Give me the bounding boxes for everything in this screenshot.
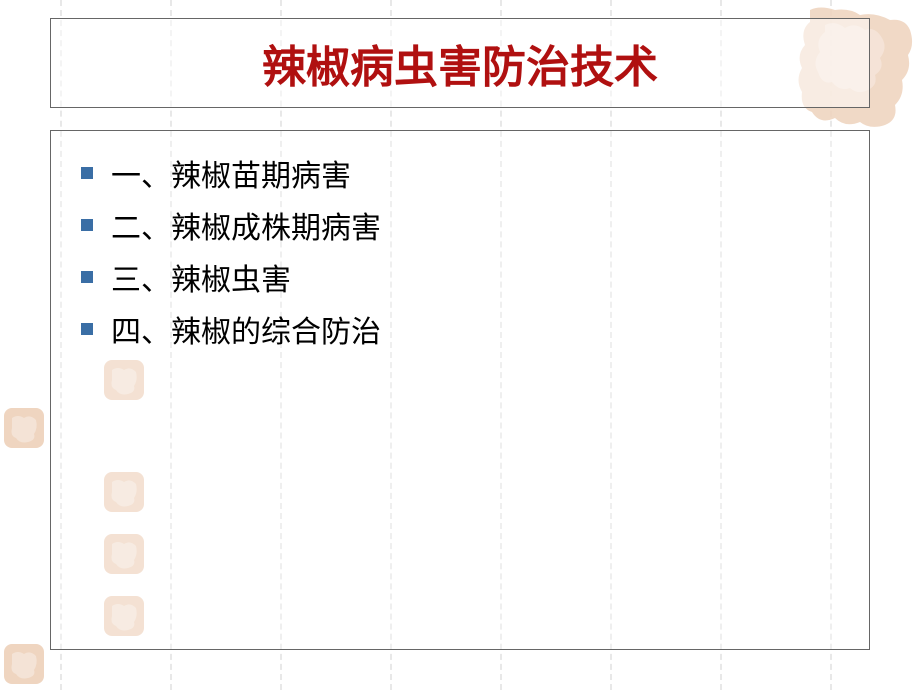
list-item: 三、辣椒虫害: [81, 255, 839, 299]
item-text: 三、辣椒虫害: [111, 255, 291, 299]
item-text: 二、辣椒成株期病害: [111, 203, 381, 247]
list-item: 四、辣椒的综合防治: [81, 307, 839, 351]
bullet-icon: [81, 271, 93, 283]
item-text: 一、辣椒苗期病害: [111, 151, 351, 195]
list-item: 一、辣椒苗期病害: [81, 151, 839, 195]
title-container: 辣椒病虫害防治技术: [50, 18, 870, 108]
bullet-icon: [81, 167, 93, 179]
decorative-stamp-icon: [0, 404, 48, 452]
decorative-stamp-icon: [0, 640, 48, 688]
item-text: 四、辣椒的综合防治: [111, 307, 381, 351]
bullet-icon: [81, 323, 93, 335]
list-item: 二、辣椒成株期病害: [81, 203, 839, 247]
slide-title: 辣椒病虫害防治技术: [262, 31, 658, 95]
content-container: 一、辣椒苗期病害 二、辣椒成株期病害 三、辣椒虫害 四、辣椒的综合防治: [50, 130, 870, 650]
bullet-icon: [81, 219, 93, 231]
